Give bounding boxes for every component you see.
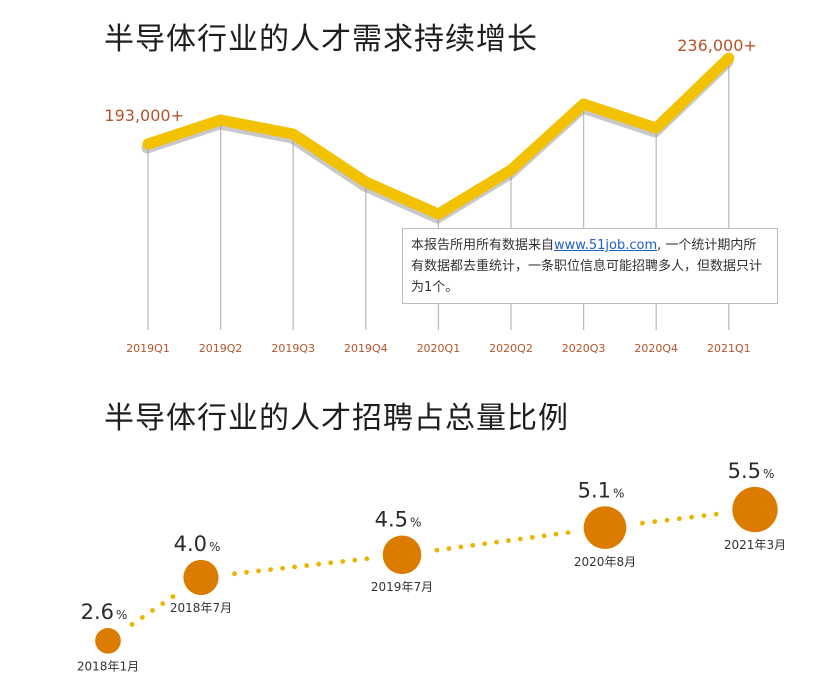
x-tick-label: 2020Q2 xyxy=(489,342,533,355)
source-link[interactable]: www.51job.com xyxy=(554,238,658,253)
chart-title-ratio: 半导体行业的人才招聘占总量比例 xyxy=(104,401,569,436)
data-label: 2.6% xyxy=(81,600,128,624)
trend-dot xyxy=(482,541,488,547)
data-source-note: 本报告所用所有数据来自www.51job.com, 一个统计期内所有数据都去重统… xyxy=(402,228,778,304)
trend-dot xyxy=(713,511,719,517)
data-label: 4.5% xyxy=(375,508,422,532)
data-label: 4.0% xyxy=(174,532,221,556)
trend-dot xyxy=(352,557,358,563)
demand-line-chart: 2019Q1 2019Q2 2019Q3 2019Q4 2020Q1 2020Q2 2020… xyxy=(104,36,757,355)
x-tick-label: 2019Q1 xyxy=(126,342,170,355)
trend-dot xyxy=(701,513,707,519)
trend-dot xyxy=(364,556,370,562)
data-label-value: 4.0 xyxy=(174,532,207,556)
trend-dot xyxy=(434,547,440,553)
trend-dot xyxy=(268,567,273,573)
data-point xyxy=(436,212,441,216)
data-label: 5.5% xyxy=(728,459,775,483)
data-point xyxy=(581,102,586,106)
trend-dot xyxy=(340,559,346,564)
data-label-unit: % xyxy=(410,516,421,530)
series-line xyxy=(142,52,735,220)
x-tick-label: 2019Q2 xyxy=(199,342,243,355)
trend-dot xyxy=(494,539,499,545)
data-point xyxy=(218,118,223,122)
trend-dot xyxy=(129,621,135,627)
trend-dot xyxy=(160,601,166,606)
x-tick-label: 2021Q1 xyxy=(707,342,751,355)
data-point xyxy=(291,132,296,136)
note-text-before: 本报告所用所有数据来自 xyxy=(411,238,555,253)
data-bubble xyxy=(732,486,778,533)
data-label-unit: % xyxy=(613,486,624,500)
trend-dot xyxy=(446,546,452,551)
trend-dot xyxy=(541,533,547,539)
data-bubble xyxy=(382,535,422,575)
trend-dot xyxy=(139,615,145,620)
data-label-unit: % xyxy=(116,608,127,622)
data-label-first: 193,000+ xyxy=(104,106,184,125)
data-label-unit: % xyxy=(209,540,220,554)
series-line-shadow xyxy=(141,56,734,224)
data-point xyxy=(146,142,150,146)
data-label-unit: % xyxy=(763,467,774,481)
trend-dot xyxy=(529,534,535,540)
date-label: 2021年3月 xyxy=(724,538,786,552)
trend-dot xyxy=(292,564,298,570)
date-label: 2020年8月 xyxy=(574,555,636,569)
x-tick-label: 2019Q4 xyxy=(344,342,388,355)
data-point xyxy=(363,180,368,184)
data-point xyxy=(726,56,731,60)
data-label: 5.1% xyxy=(578,478,625,502)
trend-dot xyxy=(676,516,682,522)
data-label-last: 236,000+ xyxy=(677,36,757,55)
trend-dot xyxy=(652,519,658,525)
data-point xyxy=(654,126,659,130)
trend-dot xyxy=(256,568,261,574)
trend-dot xyxy=(640,520,645,526)
trend-dot xyxy=(565,530,571,535)
date-label: 2019年7月 xyxy=(371,580,433,594)
x-tick-label: 2020Q3 xyxy=(562,342,606,355)
trend-dot xyxy=(244,569,249,575)
x-tick-label: 2020Q1 xyxy=(417,342,461,355)
trend-dot xyxy=(689,514,695,520)
x-tick-label: 2020Q4 xyxy=(634,342,678,355)
trend-dot xyxy=(328,560,334,566)
trend-dot xyxy=(170,594,176,599)
data-label-value: 5.5 xyxy=(728,459,761,483)
data-point xyxy=(509,168,513,172)
trend-dot xyxy=(517,536,523,542)
trend-dot xyxy=(506,538,511,543)
trend-dot xyxy=(150,608,155,613)
date-label: 2018年1月 xyxy=(77,660,139,674)
trend-dot xyxy=(664,517,670,523)
data-label-value: 5.1 xyxy=(578,478,611,502)
trend-dot xyxy=(553,531,559,537)
trend-dots xyxy=(129,511,719,627)
data-bubble xyxy=(183,559,219,596)
data-bubble xyxy=(583,506,627,549)
trend-dot xyxy=(316,561,322,567)
note-text-after: , 一个统计期内所有数据都去重统计，一条职位信息可能招聘多人，但数据只计为1个。 xyxy=(411,238,763,295)
trend-dot xyxy=(458,544,464,550)
chart-title-demand: 半导体行业的人才需求持续增长 xyxy=(104,22,538,57)
trend-dot xyxy=(280,565,286,571)
x-tick-label: 2019Q3 xyxy=(271,342,315,355)
trend-dot xyxy=(304,563,310,568)
data-label-value: 2.6 xyxy=(81,600,114,624)
trend-dot xyxy=(470,542,476,548)
data-label-value: 4.5 xyxy=(375,508,408,532)
data-bubble xyxy=(95,627,121,654)
trend-dot xyxy=(232,571,237,577)
date-label: 2018年7月 xyxy=(170,601,232,615)
